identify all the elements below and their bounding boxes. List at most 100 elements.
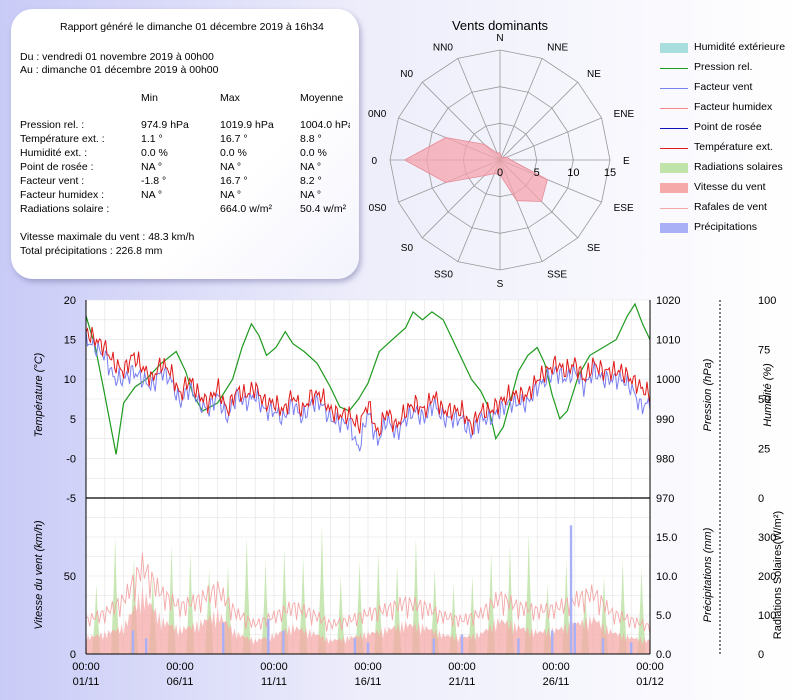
wind-rose-title: Vents dominants — [452, 18, 549, 33]
row-min: 0.0 % — [141, 147, 168, 159]
legend-swatch — [660, 43, 688, 53]
pressure-tick-label: 970 — [656, 493, 674, 505]
timeseries-chart: 2015105-0-510201010100099098097010075502… — [33, 295, 784, 688]
legend-swatch — [660, 108, 688, 109]
report-panel: Rapport généré le dimanche 01 décembre 2… — [11, 9, 359, 279]
humidity-tick-label: 50 — [758, 394, 770, 406]
precipitation-bar — [282, 630, 285, 654]
precipitation-bar — [517, 638, 520, 654]
wind-speed-area — [86, 583, 650, 654]
pressure-axis-label: Pression (hPa) — [702, 358, 714, 431]
radiation-peak — [242, 537, 251, 654]
precipitation-bar — [601, 638, 605, 654]
legend-swatch — [660, 68, 688, 69]
legend-item[interactable]: Pression rel. — [660, 60, 800, 76]
radar-direction-label: N0 — [400, 69, 413, 80]
row-avg: 0.0 % — [300, 147, 327, 159]
legend-item[interactable]: Rafales de vent — [660, 200, 800, 216]
radiation-tick-label: 300 — [758, 532, 776, 544]
x-tick-date: 01/11 — [73, 676, 100, 688]
temperature-tick-label: 10 — [64, 374, 76, 386]
pressure-tick-label: 990 — [656, 414, 674, 426]
radiation-peak — [637, 568, 646, 654]
report-from: Du : vendredi 01 novembre 2019 à 00h00 — [20, 51, 214, 63]
temperature-line — [85, 326, 651, 438]
humidity-tick-label: 0 — [758, 493, 764, 505]
row-max: 16.7 ° — [220, 133, 248, 145]
x-tick-date: 26/11 — [543, 676, 570, 688]
radar-spoke — [499, 81, 579, 161]
row-min: 1.1 ° — [141, 133, 163, 145]
row-label: Point de rosée : — [20, 161, 94, 173]
temperature-tick-label: 5 — [70, 414, 76, 426]
row-avg: 8.2 ° — [300, 175, 322, 187]
radar-direction-label: NN0 — [433, 42, 453, 53]
radiation-tick-label: 100 — [758, 610, 776, 622]
precipitation-bar — [353, 638, 357, 654]
radar-direction-label: SS0 — [434, 270, 453, 281]
row-min: NA ° — [141, 161, 163, 173]
row-max: NA ° — [220, 189, 242, 201]
radar-spoke — [457, 159, 501, 262]
row-label: Température ext. : — [20, 133, 105, 145]
legend-item[interactable]: Vitesse du vent — [660, 180, 800, 196]
precipitation-bar — [569, 525, 573, 654]
report-title: Rapport généré le dimanche 01 décembre 2… — [60, 21, 324, 33]
row-max: 16.7 ° — [220, 175, 248, 187]
radiation-peak — [524, 533, 533, 654]
x-tick-time: 00:00 — [260, 661, 288, 673]
legend-item[interactable]: Précipitations — [660, 220, 800, 236]
radiation-axis-label: Radiations Solaires(W/m²) — [772, 511, 784, 639]
legend-label: Humidité extérieure — [694, 41, 786, 53]
radar-spoke — [499, 58, 543, 161]
row-label: Humidité ext. : — [20, 147, 88, 159]
row-avg: NA ° — [300, 161, 322, 173]
humidity-tick-label: 100 — [758, 295, 776, 307]
radar-direction-label: ENE — [614, 109, 635, 120]
radiation-peak — [468, 576, 477, 654]
legend-item[interactable]: Point de rosée — [660, 120, 800, 136]
legend-item[interactable]: Facteur vent — [660, 80, 800, 96]
legend-label: Point de rosée — [694, 121, 762, 133]
legend-label: Radiations solaires — [694, 161, 783, 173]
row-avg: 8.8 ° — [300, 133, 322, 145]
x-tick-time: 00:00 — [448, 661, 476, 673]
legend-label: Vitesse du vent — [694, 181, 766, 193]
radar-spoke — [457, 58, 501, 161]
radar-direction-label: SE — [587, 243, 601, 254]
radar-direction-label: SSE — [547, 270, 567, 281]
row-min: NA ° — [141, 189, 163, 201]
row-min: 974.9 hPa — [141, 119, 189, 131]
pressure-tick-label: 1020 — [656, 295, 680, 307]
wind-gust-line — [85, 552, 651, 634]
temperature-axis-label: Température (°C) — [33, 352, 45, 437]
radiation-tick-label: 0 — [758, 649, 764, 661]
pressure-tick-label: 1010 — [656, 335, 680, 347]
radar-direction-label: 0 — [371, 156, 377, 167]
legend-item[interactable]: Radiations solaires — [660, 160, 800, 176]
legend-label: Facteur humidex — [694, 101, 773, 113]
precipitation-bar — [432, 638, 435, 654]
precipitation-bar — [131, 630, 135, 654]
radiation-peak — [317, 525, 327, 654]
humidity-tick-label: 75 — [758, 345, 770, 357]
x-tick-time: 00:00 — [542, 661, 570, 673]
legend-item[interactable]: Température ext. — [660, 140, 800, 156]
x-tick-date: 06/11 — [167, 676, 194, 688]
precip-tick-label: 0.0 — [656, 649, 671, 661]
precip-tick-label: 5.0 — [656, 610, 671, 622]
radar-direction-label: NNE — [547, 42, 568, 53]
legend-item[interactable]: Humidité extérieure — [660, 40, 800, 56]
legend-item[interactable]: Facteur humidex — [660, 100, 800, 116]
temperature-tick-label: -0 — [66, 453, 76, 465]
x-tick-time: 00:00 — [72, 661, 100, 673]
precipitation-bar — [630, 642, 633, 654]
precipitation-bar — [366, 642, 370, 654]
radar-direction-label: 0S0 — [369, 203, 387, 214]
row-label: Radiations solaire : — [20, 203, 110, 215]
col-max-header: Max — [220, 92, 240, 104]
row-max: 1019.9 hPa — [220, 119, 274, 131]
total-precip-text: Total précipitations : 226.8 mm — [20, 245, 163, 257]
precipitation-bar — [573, 622, 576, 654]
radar-tick-label: 0 — [497, 167, 503, 179]
